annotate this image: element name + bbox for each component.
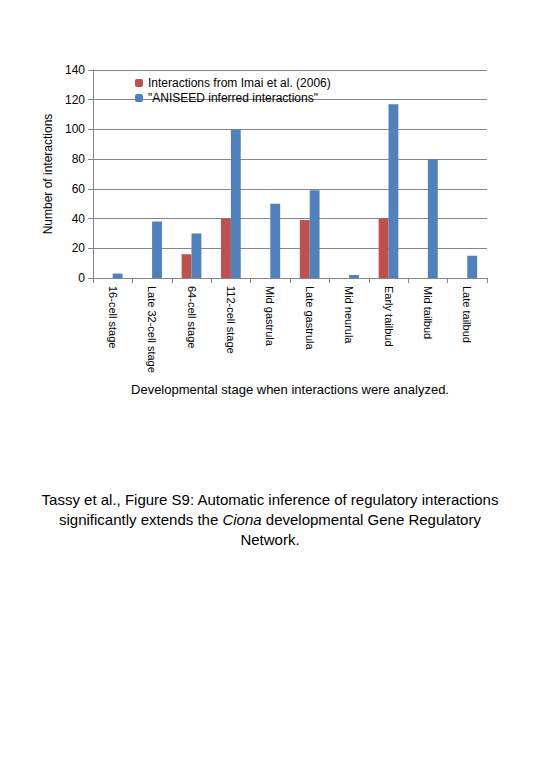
svg-text:40: 40	[72, 212, 86, 226]
svg-text:112-cell stage: 112-cell stage	[225, 286, 237, 354]
svg-text:80: 80	[72, 152, 86, 166]
svg-text:"ANISEED inferred interactions: "ANISEED inferred interactions"	[148, 91, 318, 105]
svg-text:Late tailbud: Late tailbud	[461, 286, 473, 343]
svg-text:140: 140	[65, 63, 85, 77]
svg-text:20: 20	[72, 241, 86, 255]
svg-text:0: 0	[78, 271, 85, 285]
svg-text:Mid gastrula: Mid gastrula	[264, 286, 276, 347]
html-text:Tassy et al., Figure S9: Autom: Tassy et al., Figure S9: Automatic infer…	[41, 491, 499, 548]
svg-text:Late gastrula: Late gastrula	[304, 286, 316, 350]
svg-text:Developmental stage when inter: Developmental stage when interactions we…	[131, 382, 449, 397]
svg-text:100: 100	[65, 122, 85, 136]
svg-text:Mid neurula: Mid neurula	[343, 286, 355, 344]
svg-text:64-cell stage: 64-cell stage	[186, 286, 198, 348]
svg-text:Late 32-cell stage: Late 32-cell stage	[146, 286, 158, 373]
svg-text:Early tailbud: Early tailbud	[383, 286, 395, 347]
svg-text:Mid tailbud: Mid tailbud	[422, 286, 434, 339]
svg-text:16-cell stage: 16-cell stage	[107, 286, 119, 348]
svg-text:120: 120	[65, 93, 85, 107]
svg-text:60: 60	[72, 182, 86, 196]
svg-text:Interactions from Imai et al.: Interactions from Imai et al. (2006)	[148, 76, 331, 90]
svg-text:Number of interactions: Number of interactions	[41, 114, 55, 235]
